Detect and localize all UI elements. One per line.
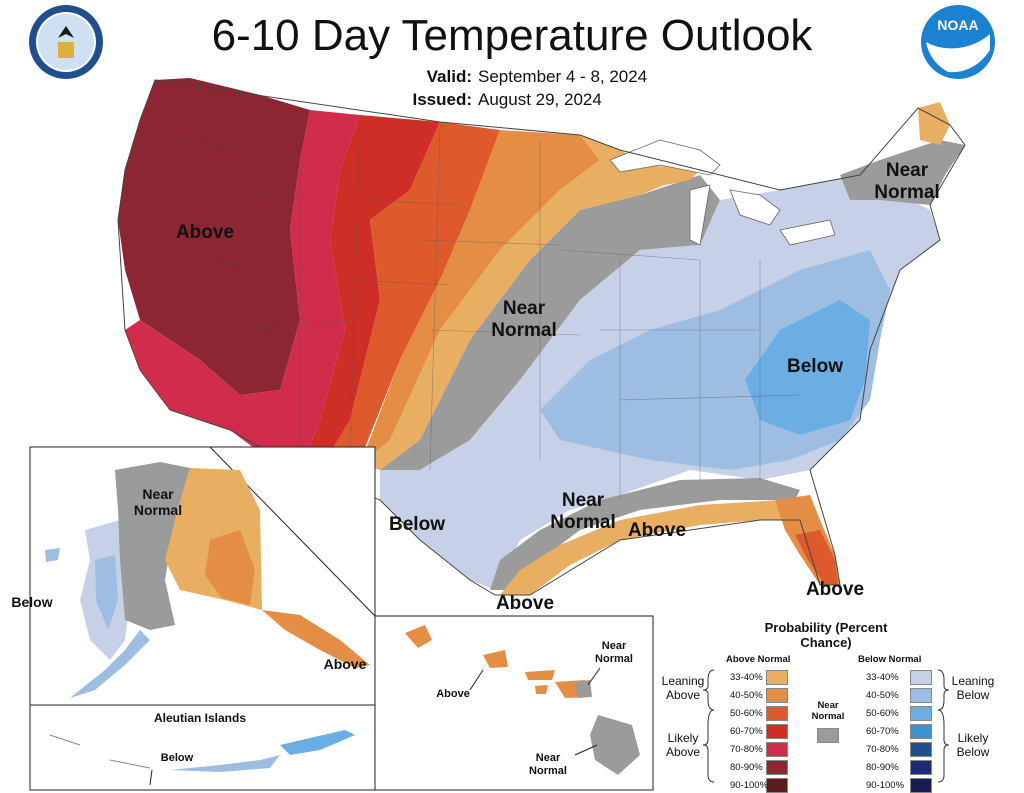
legend-above-label: 40-50% — [730, 690, 763, 701]
legend-braces — [702, 669, 950, 783]
legend-likely-above: Likely Above — [665, 731, 701, 759]
great-lakes — [609, 139, 836, 246]
label-near-normal-plains: Near Normal — [491, 298, 557, 341]
legend-above-label: 60-70% — [730, 726, 763, 737]
ak-islands — [45, 548, 60, 562]
legend-below-swatch — [910, 724, 932, 739]
ak-below-40 — [95, 555, 118, 630]
legend-above-label: 50-60% — [730, 708, 763, 719]
label-above-florida: Above — [805, 579, 865, 600]
hi-label-near-normal-bottom: Near Normal — [529, 752, 567, 777]
region-near-normal — [380, 175, 720, 470]
legend-below-label: 60-70% — [866, 726, 899, 737]
legend-above-swatch — [766, 670, 788, 685]
legend-below-label: 50-60% — [866, 708, 899, 719]
legend-above-swatch — [766, 688, 788, 703]
issued-value: August 29, 2024 — [478, 90, 602, 109]
label-above-texas: Above — [495, 593, 555, 614]
legend-below-swatch — [910, 688, 932, 703]
legend-above-swatch — [766, 778, 788, 793]
legend-above-header: Above Normal — [726, 654, 791, 665]
legend-below-swatch — [910, 742, 932, 757]
legend-below-label: 70-80% — [866, 744, 899, 755]
legend-below-swatch — [910, 760, 932, 775]
svg-text:NOAA: NOAA — [937, 17, 978, 33]
hi-molokai — [525, 670, 555, 680]
legend-below-label: 33-40% — [866, 672, 899, 683]
alaska-inset — [29, 446, 376, 706]
legend-below-label: 80-90% — [866, 762, 899, 773]
issued-label: Issued: — [412, 90, 472, 109]
legend-above-swatch — [766, 706, 788, 721]
hi-kauai — [405, 625, 432, 648]
label-below-east: Below — [787, 356, 843, 377]
legend-near-swatch — [817, 728, 839, 743]
legend-above-swatch — [766, 760, 788, 775]
legend-above-swatch — [766, 742, 788, 757]
ak-label-above: Above — [323, 656, 367, 672]
legend-above-label: 70-80% — [730, 744, 763, 755]
hawaii-inset — [374, 615, 654, 791]
hi-oahu — [483, 650, 508, 668]
region-maine-above — [918, 102, 950, 145]
conus-outline — [117, 79, 966, 596]
region-near-normal-ne — [840, 140, 965, 205]
legend-leaning-below: Leaning Below — [951, 674, 995, 702]
conus-map — [117, 78, 966, 596]
department-of-commerce-seal-icon — [29, 5, 103, 79]
legend-above-swatch — [766, 724, 788, 739]
legend-above-label: 33-40% — [730, 672, 763, 683]
valid-line: Valid: September 4 - 8, 2024 — [400, 66, 648, 87]
region-gulf-above — [500, 500, 800, 595]
hi-lanai — [535, 685, 548, 694]
legend-likely-below: Likely Below — [956, 731, 990, 759]
legend-above-label: 90-100% — [730, 780, 769, 791]
ak-panhandle — [262, 610, 370, 668]
aleutian-title: Aleutian Islands — [153, 711, 247, 725]
valid-value: September 4 - 8, 2024 — [478, 67, 648, 86]
ak-peninsula — [70, 630, 150, 698]
region-florida-50 — [795, 530, 838, 585]
ak-label-near-normal: Near Normal — [133, 486, 183, 518]
legend-below-label: 40-50% — [866, 690, 899, 701]
noaa-logo-icon: NOAA — [921, 5, 995, 79]
label-near-normal-ne: Near Normal — [874, 160, 940, 203]
label-above-gulf: Above — [627, 520, 687, 541]
region-above-60 — [300, 115, 440, 470]
hi-label-above: Above — [436, 688, 470, 700]
aleutian-label-below: Below — [160, 752, 194, 764]
label-below-texas: Below — [389, 514, 445, 535]
region-above-40 — [360, 130, 600, 465]
region-above-33 — [360, 135, 700, 470]
hi-label-near-normal-top: Near Normal — [595, 640, 633, 665]
label-above-west: Above — [175, 222, 235, 243]
legend-below-swatch — [910, 706, 932, 721]
region-above-90 — [118, 78, 310, 395]
issued-line: Issued: August 29, 2024 — [400, 89, 602, 110]
legend-below-label: 90-100% — [866, 780, 905, 791]
page-title: 6-10 Day Temperature Outlook — [211, 11, 813, 60]
region-above-50 — [320, 122, 500, 470]
legend-below-header: Below Normal — [858, 654, 922, 665]
legend-below-swatch — [910, 778, 932, 793]
legend-above-label: 80-90% — [730, 762, 763, 773]
legend-title: Probability (Percent Chance) — [764, 620, 888, 650]
region-above-70 — [125, 110, 360, 470]
valid-label: Valid: — [426, 67, 472, 86]
legend-near-normal: Near Normal — [811, 700, 845, 722]
legend-below-swatch — [910, 670, 932, 685]
ak-near-normal — [115, 462, 190, 630]
legend-leaning-above: Leaning Above — [661, 674, 705, 702]
ak-above-40 — [205, 530, 255, 605]
label-near-normal-gulf: Near Normal — [550, 490, 616, 533]
ak-label-below: Below — [11, 594, 53, 610]
aleutian-inset — [29, 704, 376, 791]
region-below-50 — [745, 300, 870, 435]
hi-big-island — [590, 715, 640, 775]
